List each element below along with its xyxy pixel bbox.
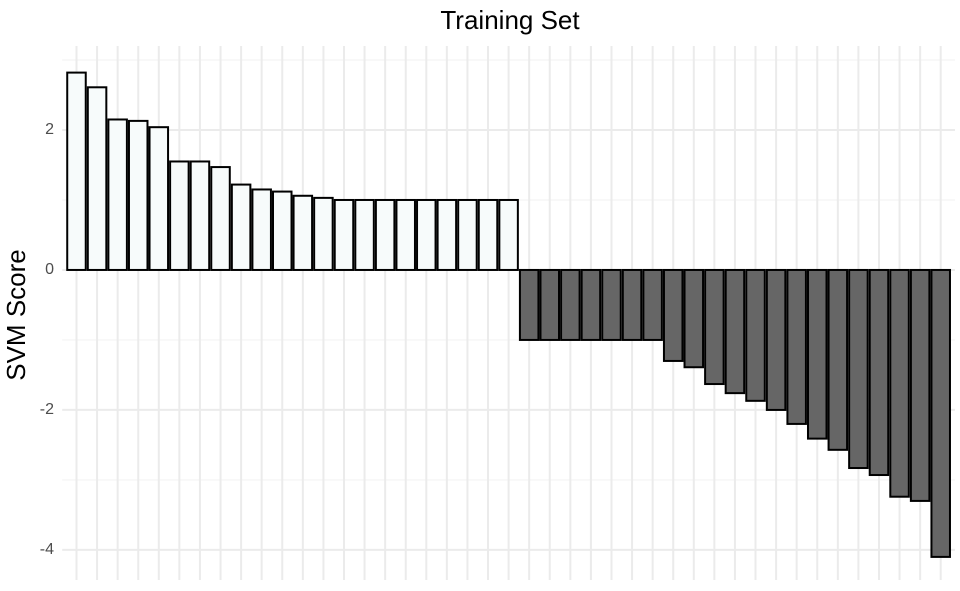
bar bbox=[271, 190, 293, 271]
bar bbox=[148, 126, 170, 271]
bar bbox=[518, 268, 540, 341]
bar bbox=[683, 268, 705, 369]
bar bbox=[765, 268, 787, 411]
chart-title: Training Set bbox=[440, 5, 580, 35]
bar bbox=[601, 268, 622, 341]
bar bbox=[333, 198, 355, 271]
bar bbox=[868, 268, 890, 477]
y-tick-label: 0 bbox=[45, 261, 54, 278]
bar bbox=[745, 268, 766, 402]
bar bbox=[210, 166, 231, 271]
y-tick-label: -4 bbox=[40, 541, 54, 558]
bar bbox=[251, 188, 272, 271]
bar bbox=[642, 268, 663, 341]
y-axis-label: SVM Score bbox=[1, 249, 31, 381]
bar bbox=[395, 198, 416, 271]
bar bbox=[827, 268, 849, 451]
bar bbox=[580, 268, 602, 341]
bar bbox=[498, 198, 519, 271]
bar bbox=[477, 198, 499, 271]
bar bbox=[189, 160, 211, 271]
bar bbox=[127, 119, 149, 271]
bar bbox=[107, 118, 128, 271]
bar bbox=[724, 268, 746, 395]
bar bbox=[909, 268, 931, 502]
bar bbox=[416, 198, 437, 271]
bar bbox=[704, 268, 725, 386]
bar bbox=[169, 160, 190, 271]
bar bbox=[354, 198, 375, 271]
bar bbox=[930, 268, 951, 558]
bar bbox=[806, 268, 828, 440]
bar bbox=[621, 268, 643, 341]
bar bbox=[457, 198, 478, 271]
bar bbox=[374, 198, 396, 271]
bar bbox=[662, 268, 684, 362]
bar bbox=[66, 71, 87, 271]
y-tick-label: -2 bbox=[40, 401, 54, 418]
y-tick-label: 2 bbox=[45, 121, 54, 138]
bar bbox=[539, 268, 561, 341]
bar bbox=[848, 268, 869, 470]
bar bbox=[230, 183, 252, 271]
bar bbox=[560, 268, 581, 341]
bar bbox=[436, 198, 458, 271]
bar bbox=[786, 268, 807, 425]
bar bbox=[86, 86, 108, 271]
bar bbox=[313, 196, 334, 271]
bar bbox=[292, 194, 314, 271]
bar bbox=[889, 268, 910, 498]
